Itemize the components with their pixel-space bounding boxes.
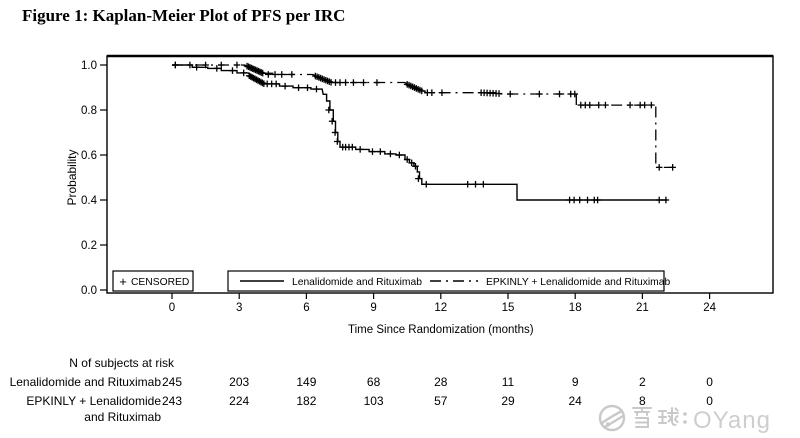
legend-censored-label: CENSORED [131,277,189,288]
risk-count: 68 [366,375,381,389]
legend-label-dashdot: EPKINLY + Lenalidomide and Rituximab [486,277,670,288]
x-tick-label: 24 [703,302,716,314]
risk-count: 9 [571,375,579,389]
legend-label-solid: Lenalidomide and Rituximab [292,277,422,288]
risk-count: 245 [161,375,183,389]
xueqiu-wordmark-glyphs [632,407,687,428]
figure-title: Figure 1: Kaplan-Meier Plot of PFS per I… [22,6,346,25]
legend-censored-box [112,270,194,292]
watermark: OYang [596,399,800,438]
x-axis-title: Time Since Randomization (months) [348,324,534,336]
risk-count: 29 [501,394,515,408]
risk-count: 2 [639,375,646,389]
y-tick-label: 0.2 [81,240,97,252]
risk-count: 203 [229,375,250,389]
xueqiu-logo [598,404,626,432]
km-curve-dashdot [172,64,674,169]
risk-count: 182 [296,394,317,408]
risk-count: 149 [296,375,317,389]
risk-table-header: N of subjects at risk [69,356,174,370]
x-tick-label: 6 [303,302,309,314]
watermark-text: OYang [693,407,771,434]
x-tick-label: 12 [434,302,447,314]
legend-censored-symbol: + [119,274,127,289]
risk-row-label: EPKINLY + Lenalidomide [26,394,161,408]
x-tick-label: 21 [636,302,649,314]
risk-count: 243 [161,394,183,408]
risk-count: 11 [501,375,515,389]
x-tick-label: 15 [502,302,515,314]
risk-count: 24 [568,394,582,408]
risk-count: 0 [706,394,713,408]
risk-count: 103 [363,394,384,408]
y-tick-label: 1.0 [81,60,97,72]
watermark-graphic: OYang [598,404,771,434]
risk-count: 28 [434,375,448,389]
km-curve-solid [172,64,667,201]
risk-count: 57 [434,394,448,408]
x-tick-label: 18 [569,302,582,314]
y-tick-label: 0.4 [81,195,98,207]
x-tick-label: 9 [370,302,376,314]
y-tick-label: 0.0 [81,285,97,297]
x-tick-label: 0 [169,302,175,314]
risk-count: 8 [639,394,646,408]
y-tick-label: 0.6 [81,150,97,162]
x-tick-label: 3 [236,302,242,314]
risk-count: 0 [706,375,713,389]
y-axis-title: Probability [65,149,79,205]
risk-row-label: and Rituximab [84,410,161,424]
risk-count: 224 [229,394,250,408]
plot-frame [106,55,774,294]
y-tick-label: 0.8 [81,105,97,117]
risk-row-label: Lenalidomide and Rituximab [9,375,161,389]
